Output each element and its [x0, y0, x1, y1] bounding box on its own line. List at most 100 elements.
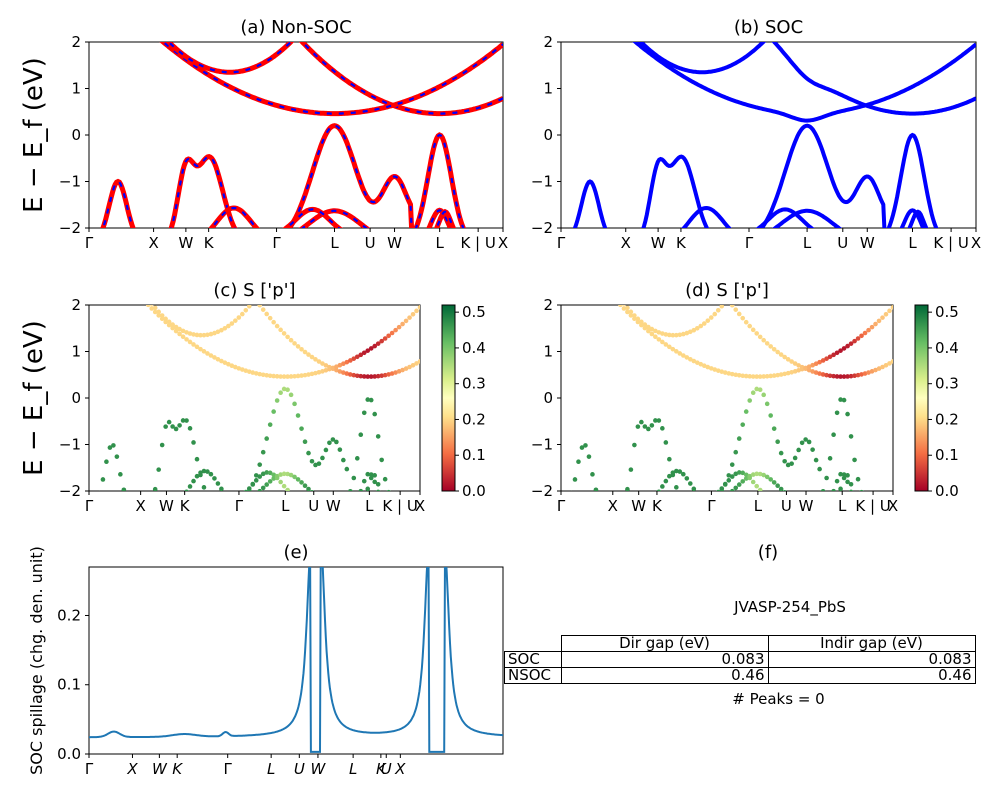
band-point	[216, 502, 221, 507]
colorbar-tick-label: 0.5	[462, 303, 486, 321]
x-tick-label: K | U	[855, 497, 890, 515]
band-point	[594, 256, 599, 261]
band-point	[191, 478, 196, 484]
band-point	[576, 498, 581, 503]
band-point	[660, 183, 665, 188]
band-point	[295, 373, 301, 379]
x-tick-label: Γ	[557, 234, 566, 252]
band-point	[757, 487, 763, 491]
band-point	[355, 498, 360, 503]
band-point	[170, 144, 175, 149]
band-point	[111, 234, 116, 239]
band-point	[290, 490, 292, 491]
x-tick-label: L	[435, 234, 444, 252]
band-point	[866, 327, 871, 333]
band-point	[379, 492, 384, 497]
band-point	[625, 486, 630, 491]
x-tick-label: X	[498, 234, 508, 252]
band-point	[104, 252, 109, 257]
band-point	[625, 305, 630, 311]
band-point	[372, 374, 378, 379]
band-point	[219, 244, 224, 249]
band-point	[754, 331, 760, 336]
band-point	[831, 497, 836, 502]
band-point	[586, 454, 592, 459]
colorbar-tick-label: 0.0	[935, 482, 959, 500]
band-point	[736, 311, 742, 317]
band-point	[670, 470, 676, 475]
band-point	[625, 102, 630, 107]
x-tick-label: Γ	[85, 760, 94, 778]
band-point	[890, 305, 893, 310]
y-tick-label: −1	[531, 173, 553, 191]
band-point	[202, 212, 207, 217]
band-point	[345, 504, 350, 509]
band-point	[208, 353, 214, 358]
band-point	[368, 472, 374, 477]
band-point	[215, 356, 221, 362]
band-point	[587, 505, 592, 510]
band-point	[597, 498, 602, 503]
band-point	[701, 363, 707, 369]
x-tick-label: X	[621, 234, 631, 252]
band-point	[838, 348, 843, 353]
band-point	[341, 370, 346, 375]
band-point	[576, 505, 581, 510]
x-tick-label: X	[415, 497, 425, 515]
band-point	[716, 499, 721, 504]
band-point	[597, 497, 602, 502]
band-point	[98, 490, 101, 491]
band-point	[803, 113, 808, 118]
band-point	[716, 493, 721, 498]
band-point	[260, 485, 266, 491]
band-point	[198, 205, 203, 210]
band-point	[271, 409, 276, 414]
band-point	[674, 498, 679, 503]
colorbar-tick-label: 0.4	[935, 339, 959, 357]
band-point	[649, 326, 655, 332]
x-tick-label: K | U	[460, 234, 495, 252]
band-point	[386, 372, 391, 377]
band-point	[768, 344, 773, 349]
band-point	[646, 498, 651, 503]
band-point	[323, 363, 329, 368]
band-point	[782, 354, 787, 360]
band-point	[810, 89, 815, 94]
x-tick-label: X	[608, 497, 618, 515]
band-point	[625, 498, 630, 503]
band-point	[887, 308, 892, 314]
band-point	[146, 501, 151, 506]
band-point	[152, 305, 158, 311]
band-point	[180, 418, 186, 423]
band-point	[678, 219, 683, 224]
band-point	[583, 261, 588, 266]
band-point	[94, 237, 99, 242]
y-tick-label: 0	[71, 126, 81, 144]
band-point	[611, 287, 616, 292]
x-tick-label: L	[908, 234, 917, 252]
band-point	[782, 489, 787, 491]
band-point	[100, 477, 106, 482]
x-tick-label: K	[204, 234, 215, 252]
band-point	[149, 305, 154, 306]
x-tick-label: L	[330, 234, 339, 252]
x-tick-label: U	[294, 760, 305, 778]
band-point	[97, 505, 102, 510]
band-point	[111, 505, 116, 510]
band-point	[361, 350, 367, 356]
band-point	[873, 367, 878, 373]
band-point	[583, 498, 588, 503]
band-point	[167, 136, 172, 141]
band-point	[810, 447, 815, 452]
band-point	[372, 479, 378, 485]
band-point	[338, 89, 343, 94]
band-point	[180, 328, 186, 334]
band-point	[845, 473, 850, 478]
band-point	[267, 315, 273, 321]
band-point	[726, 473, 732, 478]
band-point	[639, 419, 644, 425]
band-point	[281, 374, 287, 379]
band-point	[821, 498, 826, 503]
band-point	[260, 471, 266, 477]
band-point	[309, 458, 315, 464]
